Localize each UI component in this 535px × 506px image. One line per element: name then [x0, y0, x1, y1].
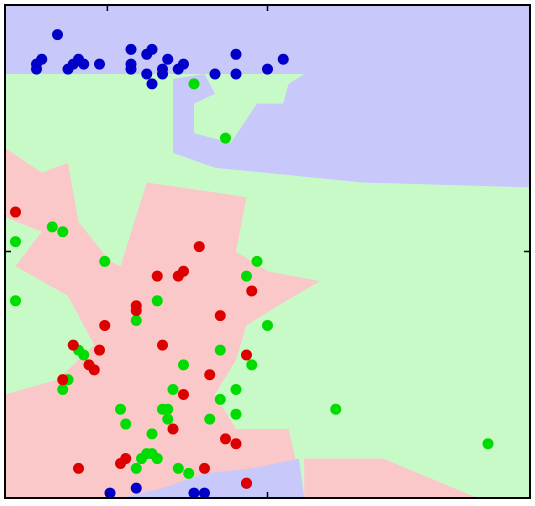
- blue-point: [94, 58, 105, 70]
- red-point: [230, 438, 242, 450]
- red-point: [178, 388, 189, 400]
- blue-point: [130, 482, 142, 494]
- green-point: [330, 403, 342, 415]
- green-point: [482, 438, 494, 450]
- blue-point: [262, 63, 273, 75]
- blue-point: [146, 78, 158, 90]
- green-point: [157, 403, 168, 415]
- blue-point: [104, 487, 116, 499]
- red-point: [99, 319, 111, 331]
- red-point: [88, 364, 100, 376]
- green-point: [188, 78, 200, 90]
- green-point: [99, 255, 111, 267]
- blue-point: [162, 53, 174, 65]
- green-point: [178, 359, 189, 371]
- green-point: [162, 413, 174, 425]
- green-point: [246, 359, 258, 371]
- blue-point: [36, 53, 48, 65]
- green-point: [183, 467, 195, 479]
- blue-point: [157, 68, 168, 80]
- blue-point: [146, 43, 158, 55]
- green-point: [130, 462, 142, 474]
- green-point: [130, 315, 142, 327]
- green-point: [230, 408, 242, 420]
- green-point: [136, 453, 147, 465]
- red-point: [67, 339, 79, 351]
- red-point: [199, 462, 210, 474]
- data-points: [10, 29, 494, 499]
- green-point: [262, 319, 273, 331]
- blue-point: [230, 68, 242, 80]
- green-point: [10, 295, 21, 307]
- decision-regions: [5, 5, 530, 499]
- green-point: [115, 403, 126, 415]
- red-point: [130, 305, 142, 317]
- green-point: [151, 295, 163, 307]
- green-point: [167, 384, 179, 396]
- green-point: [172, 462, 184, 474]
- blue-point: [230, 48, 242, 60]
- red-point: [204, 369, 216, 381]
- green-point: [146, 448, 158, 460]
- blue-point: [52, 29, 63, 41]
- red-point: [157, 339, 168, 351]
- red-point: [214, 310, 226, 322]
- red-point: [246, 285, 258, 297]
- red-point: [178, 265, 189, 277]
- blue-point: [209, 68, 221, 80]
- red-point: [94, 344, 105, 356]
- blue-point: [188, 487, 200, 499]
- green-point: [214, 393, 226, 405]
- green-point: [120, 418, 132, 430]
- region-red-3: [304, 458, 478, 498]
- red-point: [120, 453, 132, 465]
- blue-point: [141, 68, 153, 80]
- blue-point: [31, 63, 42, 75]
- green-point: [146, 428, 158, 440]
- blue-point: [199, 487, 210, 499]
- red-point: [57, 374, 69, 386]
- blue-point: [178, 58, 189, 70]
- green-point: [220, 132, 231, 144]
- green-point: [214, 344, 226, 356]
- blue-point: [125, 43, 137, 55]
- red-point: [167, 423, 179, 435]
- blue-point: [78, 58, 90, 70]
- blue-point: [277, 53, 289, 65]
- green-point: [230, 384, 242, 396]
- red-point: [73, 462, 84, 474]
- green-point: [204, 413, 216, 425]
- green-point: [46, 221, 58, 233]
- green-point: [251, 255, 263, 267]
- red-point: [193, 241, 205, 253]
- red-point: [241, 349, 252, 361]
- green-point: [241, 270, 252, 282]
- green-point: [57, 226, 69, 238]
- red-point: [10, 206, 21, 218]
- blue-point: [62, 63, 74, 75]
- red-point: [241, 477, 252, 489]
- region-blue-4: [120, 458, 305, 498]
- axis-ticks: [5, 5, 530, 498]
- green-point: [78, 349, 90, 361]
- red-point: [220, 433, 231, 445]
- green-point: [57, 384, 69, 396]
- blue-point: [125, 63, 137, 75]
- green-point: [10, 236, 21, 248]
- red-point: [151, 270, 163, 282]
- region-red-2: [5, 147, 320, 498]
